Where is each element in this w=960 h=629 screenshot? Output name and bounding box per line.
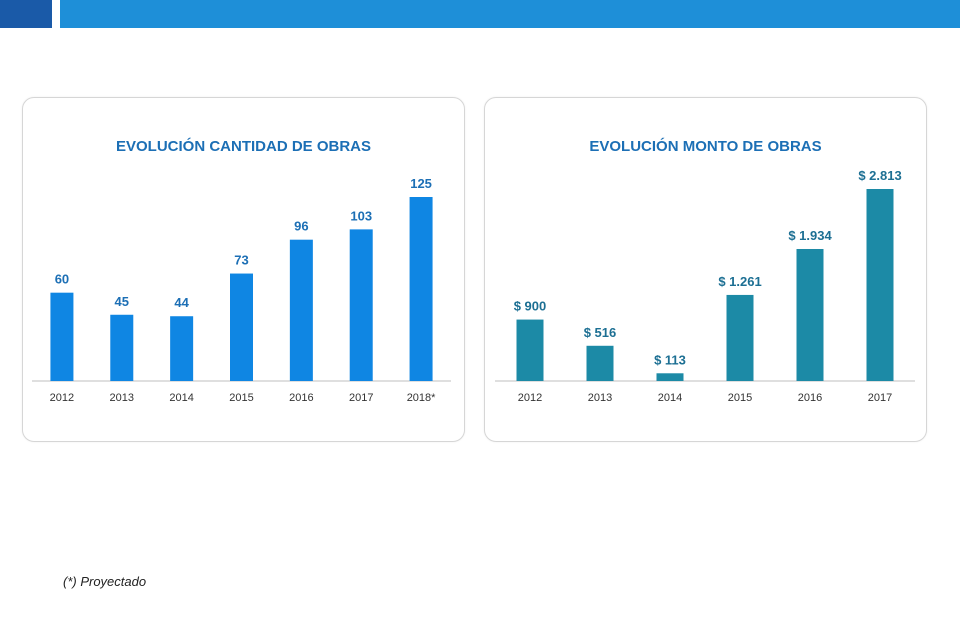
bar-2014 <box>170 316 194 381</box>
x-tick-label: 2017 <box>349 392 373 404</box>
bar-2013 <box>110 314 134 381</box>
chart-panel-monto: EVOLUCIÓN MONTO DE OBRAS $ 900 2012 $ 516 2… <box>484 97 927 442</box>
data-label: 96 <box>294 219 308 234</box>
bar-chart-cantidad-obras: 60 2012 45 2013 44 2014 73 2015 96 2016 103 2017 125… <box>32 176 451 404</box>
bar-2012 <box>50 292 74 381</box>
data-label: $ 516 <box>584 325 617 340</box>
x-tick-label: 2013 <box>588 392 612 404</box>
data-label: $ 2.813 <box>858 168 901 183</box>
data-label: 60 <box>55 272 69 287</box>
data-label: $ 900 <box>514 299 547 314</box>
data-label: $ 113 <box>654 352 686 367</box>
bar-2017 <box>349 229 373 381</box>
header-bar-right <box>60 0 960 28</box>
x-tick-label: 2016 <box>798 392 822 404</box>
data-label: $ 1.934 <box>788 228 832 243</box>
data-label: 125 <box>410 176 432 191</box>
footnote: (*) Proyectado <box>63 574 147 589</box>
data-label: 103 <box>350 208 372 223</box>
data-label: 45 <box>115 294 129 309</box>
bar-2017 <box>866 189 894 381</box>
x-tick-label: 2015 <box>728 392 752 404</box>
x-tick-label: 2012 <box>518 392 542 404</box>
x-tick-label: 2015 <box>229 392 253 404</box>
x-tick-label: 2017 <box>868 392 892 404</box>
x-tick-label: 2018* <box>407 392 436 404</box>
bar-2016 <box>796 248 824 381</box>
bar-2013 <box>586 345 614 381</box>
bar-2014 <box>656 373 684 381</box>
bar-chart-monto-obras: $ 900 2012 $ 516 2013 $ 113 2014 $ 1.261 2015 $ … <box>495 168 915 404</box>
x-tick-label: 2013 <box>110 392 134 404</box>
chart-title: EVOLUCIÓN MONTO DE OBRAS <box>589 138 822 155</box>
chart-panel-cantidad: EVOLUCIÓN CANTIDAD DE OBRAS 60 2012 45 2013… <box>22 97 465 442</box>
bar-2016 <box>289 239 313 381</box>
x-tick-label: 2012 <box>50 392 74 404</box>
data-label: $ 1.261 <box>718 274 761 289</box>
header-bar-left <box>0 0 52 28</box>
bar-2015 <box>726 294 754 381</box>
data-label: 44 <box>174 295 189 310</box>
bar-2018 <box>409 197 433 381</box>
x-tick-label: 2014 <box>658 392 682 404</box>
bar-2015 <box>230 273 253 381</box>
bar-2012 <box>516 319 544 381</box>
x-tick-label: 2014 <box>169 392 193 404</box>
chart-title: EVOLUCIÓN CANTIDAD DE OBRAS <box>115 138 371 155</box>
data-label: 73 <box>234 253 248 268</box>
x-tick-label: 2016 <box>289 392 313 404</box>
